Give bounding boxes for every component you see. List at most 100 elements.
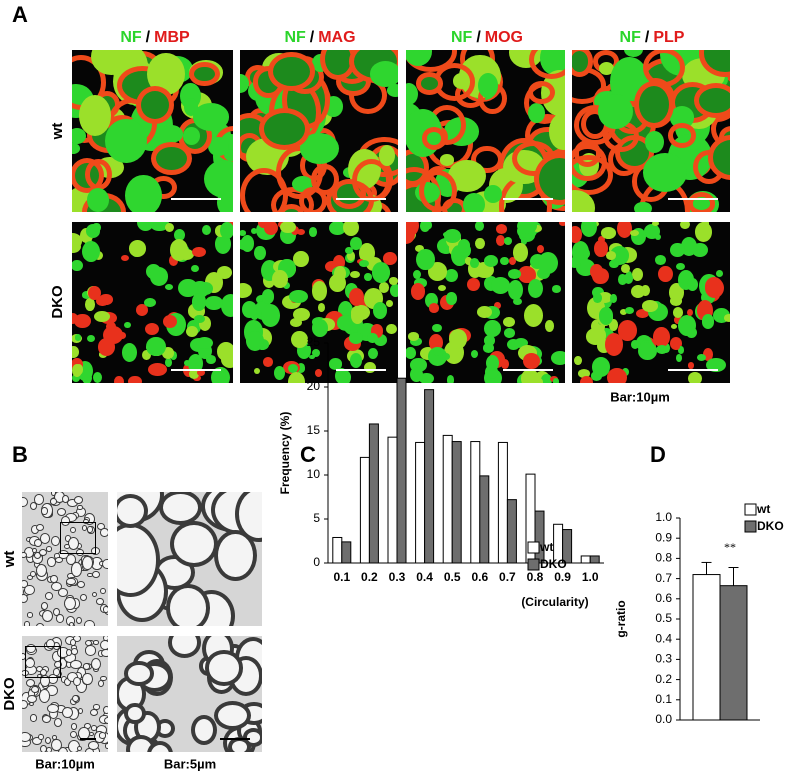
bar (359, 456, 370, 564)
texture (348, 287, 365, 307)
texture (446, 375, 455, 383)
x-tick-label: 0.9 (554, 570, 571, 584)
texture (44, 592, 54, 601)
texture (33, 494, 44, 505)
texture (78, 95, 111, 136)
x-tick-label: 0.8 (527, 570, 544, 584)
x-tick-label: 0.6 (471, 570, 488, 584)
texture (418, 169, 458, 212)
texture (149, 267, 169, 286)
x-tick-label: 0.1 (333, 570, 350, 584)
texture (100, 528, 108, 537)
texture (652, 222, 660, 226)
texture (62, 494, 69, 503)
texture (528, 103, 546, 124)
texture (537, 268, 550, 280)
texture (82, 556, 93, 570)
texture (75, 679, 88, 693)
texture (57, 588, 68, 597)
header-part: NF (451, 29, 473, 46)
texture (416, 72, 444, 95)
texture (600, 227, 617, 240)
texture (598, 236, 606, 244)
texture (513, 297, 523, 305)
y-tick-label: 0.1 (655, 692, 672, 706)
texture (676, 354, 683, 362)
micrograph (240, 222, 398, 383)
texture (623, 273, 633, 284)
texture (213, 275, 223, 284)
texture (484, 320, 501, 338)
panel-label: C (300, 442, 316, 467)
texture (289, 317, 303, 328)
header-part: PLP (653, 29, 684, 46)
y-tick-label: 1.0 (655, 510, 672, 524)
texture (631, 285, 646, 299)
texture (197, 281, 213, 295)
texture (406, 346, 416, 359)
y-tick-label: 0.4 (655, 631, 672, 645)
texture (257, 222, 270, 229)
texture (706, 358, 727, 372)
texture (617, 320, 637, 342)
texture (240, 238, 253, 250)
texture (287, 372, 306, 383)
texture (696, 353, 706, 361)
texture (658, 265, 673, 282)
texture (207, 136, 229, 157)
texture (289, 290, 308, 304)
texture (311, 348, 320, 357)
texture (260, 304, 281, 328)
texture (591, 357, 611, 377)
texture (572, 143, 607, 182)
texture (373, 302, 388, 319)
texture (414, 278, 428, 288)
texture (367, 333, 378, 344)
texture (350, 236, 362, 251)
texture (25, 643, 37, 654)
texture (349, 270, 360, 279)
texture (585, 328, 605, 346)
texture (513, 242, 529, 262)
texture (87, 285, 101, 301)
texture (240, 282, 253, 298)
texture (335, 367, 349, 383)
y-axis-label: g-ratio (614, 600, 628, 637)
texture (522, 352, 540, 369)
bar (562, 529, 573, 564)
texture (72, 346, 80, 359)
texture (293, 250, 310, 268)
inset-frame (25, 646, 61, 678)
texture (178, 278, 198, 297)
texture (30, 714, 37, 722)
texture (630, 340, 640, 349)
y-tick-label: 10 (307, 467, 321, 481)
texture (308, 227, 318, 237)
texture (503, 327, 516, 339)
texture (572, 189, 596, 212)
texture (624, 50, 643, 58)
texture (632, 268, 644, 282)
micrograph (72, 50, 233, 212)
texture (74, 334, 82, 341)
texture (680, 236, 697, 257)
texture (124, 702, 146, 725)
texture (86, 526, 93, 533)
texture (33, 552, 42, 560)
texture (167, 636, 201, 658)
texture (491, 277, 511, 295)
texture (551, 285, 562, 293)
legend-swatch (527, 541, 540, 554)
micrograph (406, 50, 565, 212)
texture (448, 329, 468, 350)
texture (142, 350, 151, 361)
texture (343, 222, 360, 237)
texture (217, 342, 233, 361)
texture (88, 741, 100, 751)
scale-bar (503, 198, 553, 200)
texture (193, 374, 201, 382)
texture (701, 314, 715, 330)
texture (630, 229, 640, 237)
texture (386, 84, 398, 97)
texture (653, 327, 670, 347)
